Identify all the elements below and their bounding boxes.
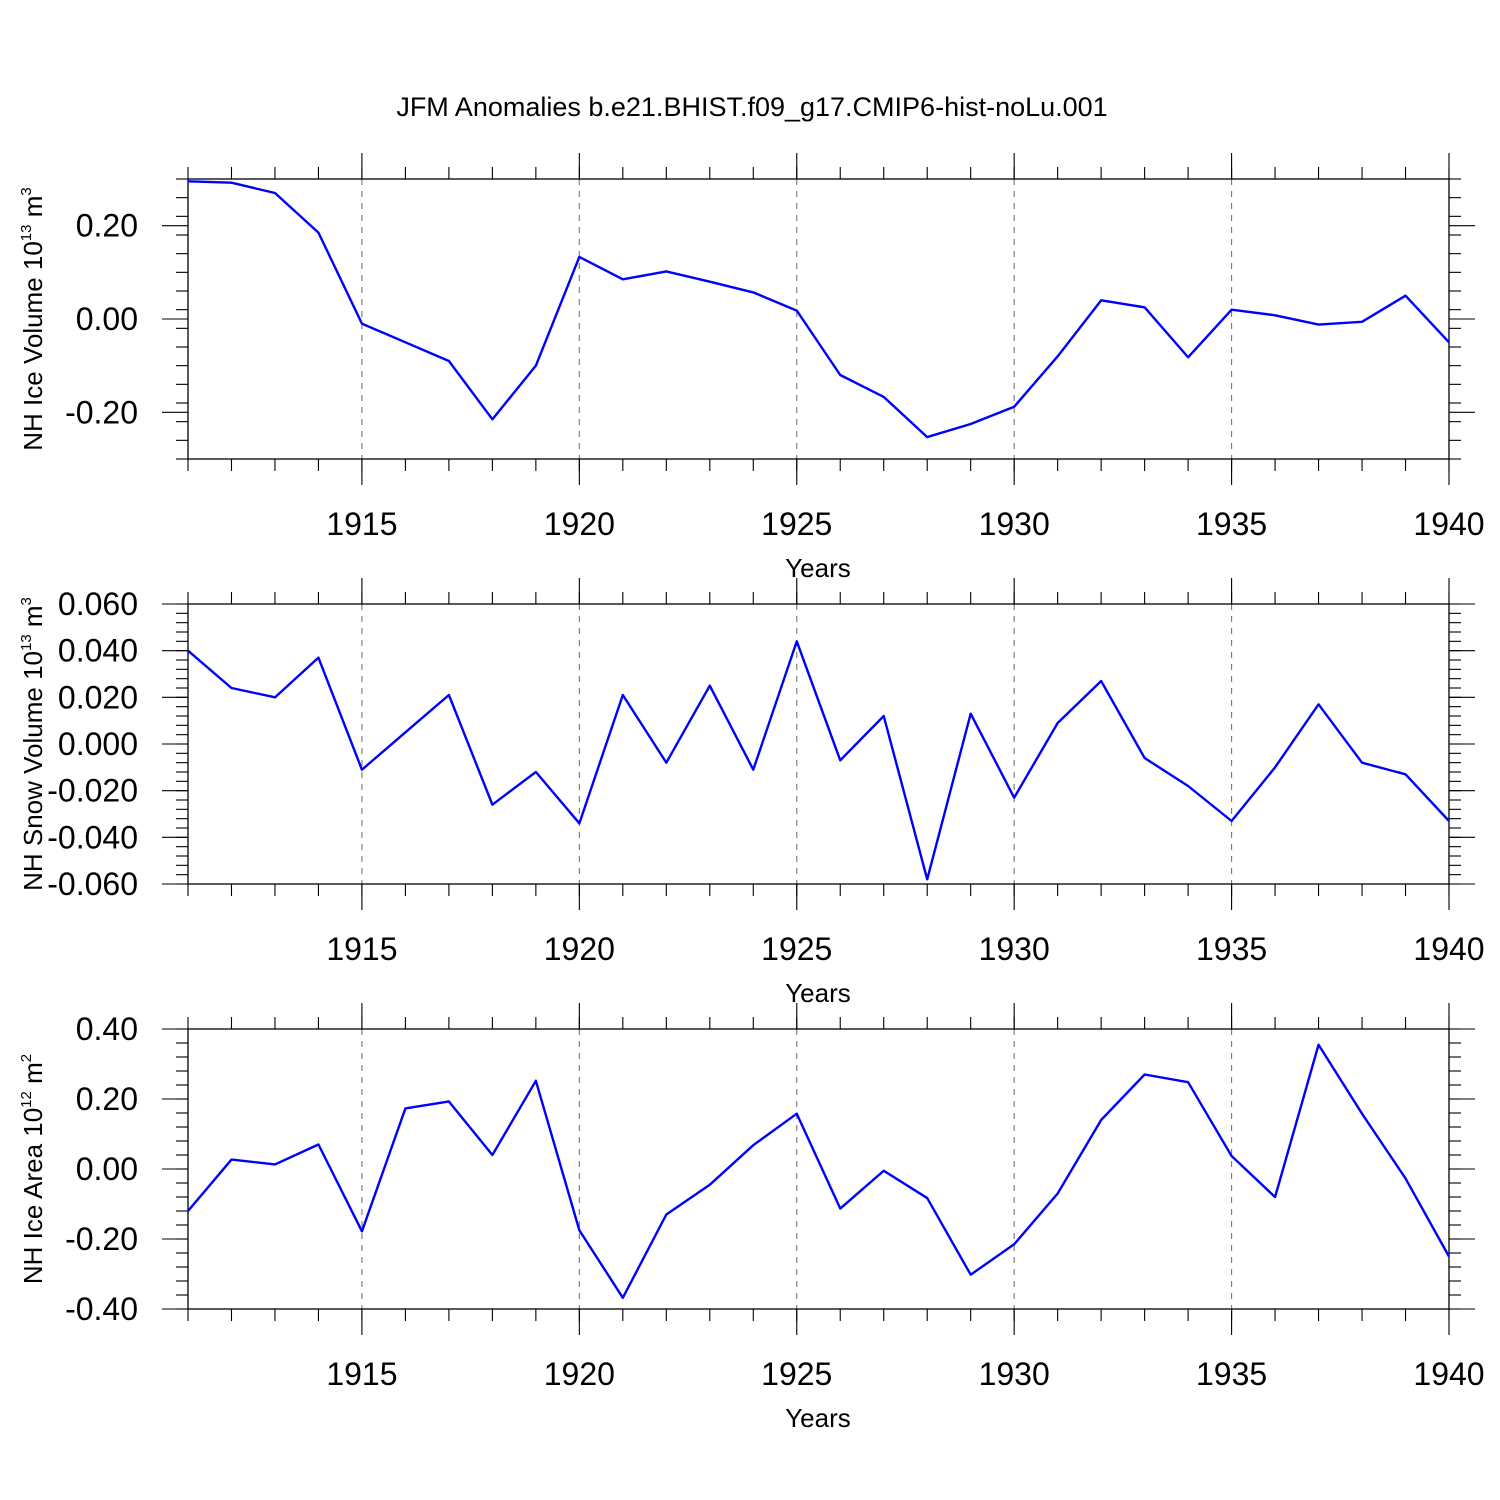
y-tick-label: 0.00 <box>76 301 138 337</box>
y-axis-label: NH Ice Volume 1013 m3 <box>18 187 48 450</box>
y-axis-label-main: NH Ice Area 10 <box>18 1108 48 1284</box>
y-tick-label: 0.060 <box>58 586 138 622</box>
y-axis-label-unit: m <box>18 1062 48 1091</box>
y-axis-label-main: NH Snow Volume 10 <box>18 651 48 891</box>
x-tick-label: 1930 <box>979 506 1050 542</box>
y-tick-label: 0.40 <box>76 1011 138 1047</box>
x-tick-label: 1920 <box>544 506 615 542</box>
series-line-ice-area <box>187 1043 1451 1300</box>
y-tick-label: -0.20 <box>65 1221 138 1257</box>
y-axis-label-unit-exponent: 2 <box>18 1054 35 1062</box>
y-tick-label: -0.020 <box>47 773 138 809</box>
x-tick-label: 1920 <box>544 931 615 967</box>
panel-snow-volume: -0.060 -0.040 -0.020 0.000 0.020 0.040 0.060 19… <box>18 578 1485 1008</box>
x-tick-label: 1940 <box>1413 506 1484 542</box>
x-tick-label: 1915 <box>326 506 397 542</box>
y-tick-label: -0.20 <box>65 394 138 430</box>
x-tick-label: 1915 <box>326 931 397 967</box>
y-axis-label-unit-exponent: 3 <box>18 597 35 605</box>
x-tick-label: 1915 <box>326 1356 397 1392</box>
y-axis-label: NH Snow Volume 1013 m3 <box>18 597 48 891</box>
y-tick-label: -0.040 <box>47 819 138 855</box>
x-tick-label: 1920 <box>544 1356 615 1392</box>
y-tick-label: 0.000 <box>58 726 138 762</box>
panel-ice-volume: -0.20 0.00 0.20 1915 1920 1925 1930 1935 1940 Yea… <box>18 153 1485 583</box>
y-axis-label-unit: m <box>18 196 48 225</box>
x-tick-label: 1930 <box>979 931 1050 967</box>
y-tick-label: -0.40 <box>65 1291 138 1327</box>
x-tick-label: 1935 <box>1196 931 1267 967</box>
y-axis-label-main: NH Ice Volume 10 <box>18 241 48 451</box>
y-tick-label: 0.00 <box>76 1151 138 1187</box>
x-axis-label: Years <box>785 553 851 583</box>
y-axis-label-unit: m <box>18 605 48 634</box>
series-line-snow-volume <box>187 640 1450 881</box>
x-tick-label: 1925 <box>761 506 832 542</box>
plot-frame <box>187 603 1450 885</box>
x-tick-label: 1925 <box>761 931 832 967</box>
y-tick-label: 0.020 <box>58 679 138 715</box>
plot-frame <box>187 1028 1450 1310</box>
y-tick-label: 0.20 <box>76 1081 138 1117</box>
y-tick-label: 0.20 <box>76 208 138 244</box>
x-tick-label: 1940 <box>1413 931 1484 967</box>
plot-frame <box>187 178 1450 460</box>
x-tick-label: 1935 <box>1196 1356 1267 1392</box>
y-axis-label: NH Ice Area 1012 m2 <box>18 1054 48 1284</box>
y-tick-label: 0.040 <box>58 633 138 669</box>
y-axis-label-unit-exponent: 3 <box>18 187 35 195</box>
figure-title: JFM Anomalies b.e21.BHIST.f09_g17.CMIP6-… <box>396 92 1107 122</box>
x-tick-label: 1930 <box>979 1356 1050 1392</box>
y-tick-label: -0.060 <box>47 866 138 902</box>
x-tick-label: 1940 <box>1413 1356 1484 1392</box>
panel-ice-area: -0.40 -0.20 0.00 0.20 0.40 1915 1920 1925 1930 19… <box>18 1003 1485 1433</box>
x-tick-label: 1935 <box>1196 506 1267 542</box>
x-axis-label: Years <box>785 1403 851 1433</box>
y-axis-label-exponent: 13 <box>18 634 35 651</box>
x-axis-label: Years <box>785 978 851 1008</box>
y-axis-label-exponent: 12 <box>18 1091 35 1108</box>
series-line-ice-volume <box>187 180 1450 439</box>
x-tick-label: 1925 <box>761 1356 832 1392</box>
y-axis-label-exponent: 13 <box>18 224 35 241</box>
